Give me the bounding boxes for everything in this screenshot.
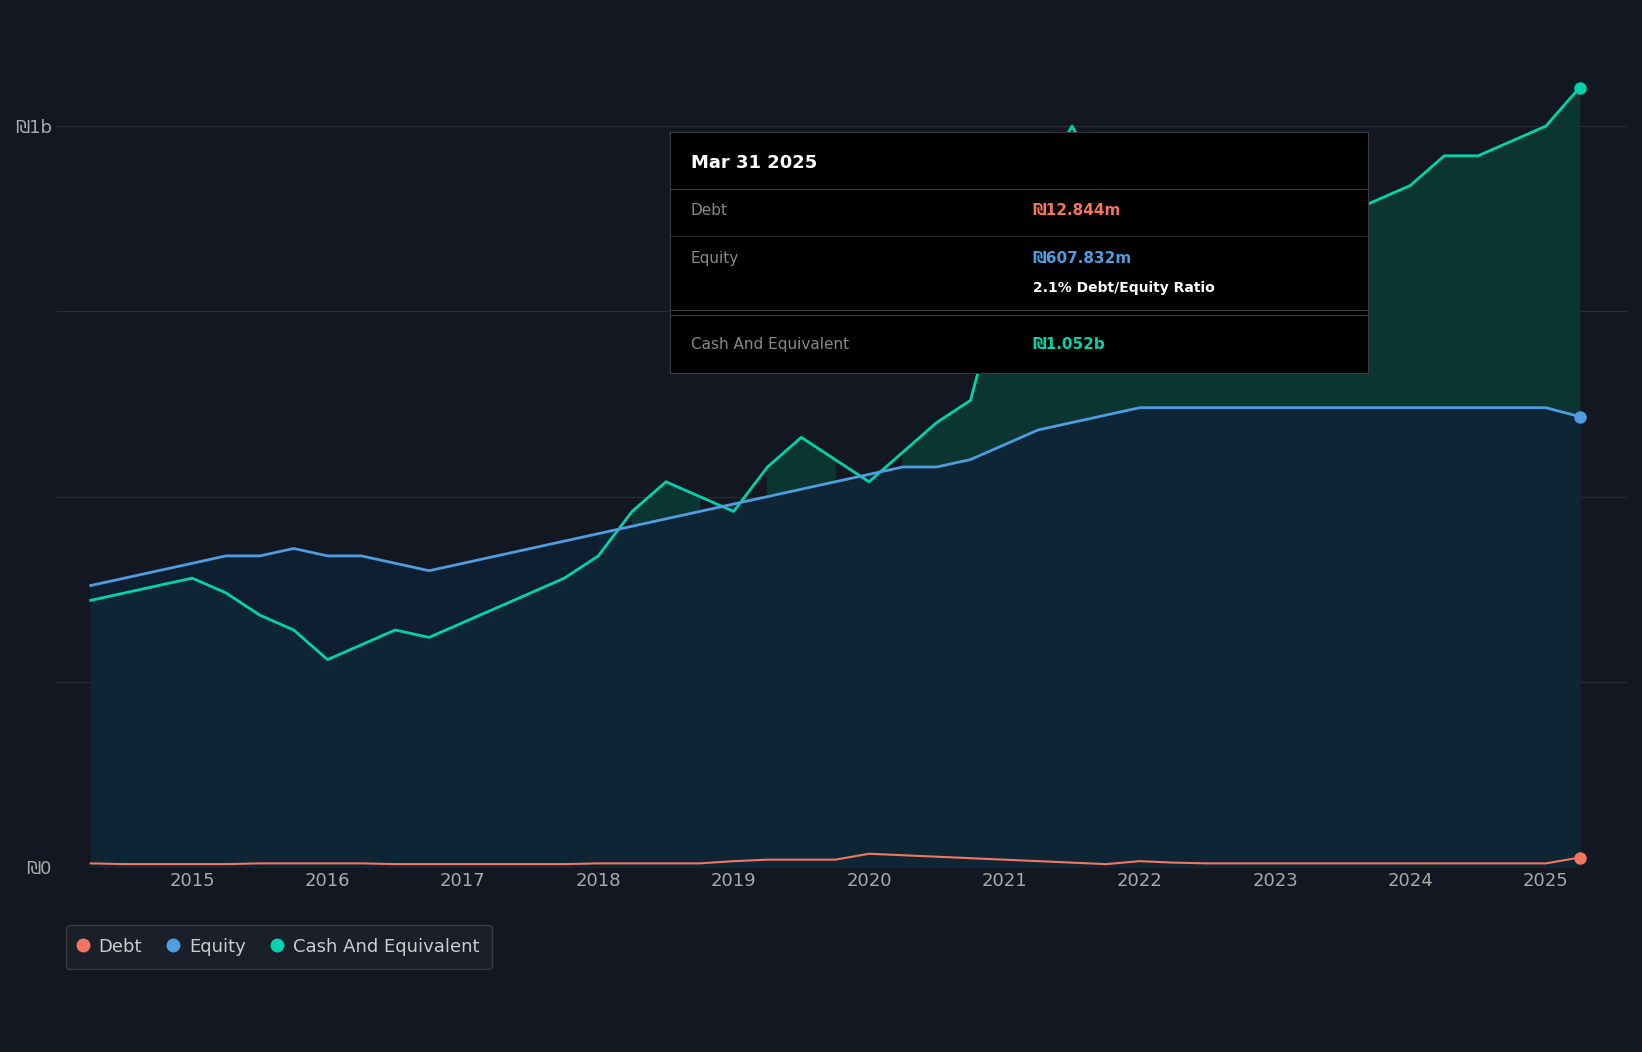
Text: ₪12.844m: ₪12.844m [1033, 203, 1121, 218]
Text: Equity: Equity [691, 251, 739, 266]
Text: 2.1% Debt/Equity Ratio: 2.1% Debt/Equity Ratio [1033, 281, 1215, 295]
Legend: Debt, Equity, Cash And Equivalent: Debt, Equity, Cash And Equivalent [66, 926, 491, 969]
Text: Debt: Debt [691, 203, 727, 218]
Text: ₪1.052b: ₪1.052b [1033, 337, 1105, 351]
Text: Cash And Equivalent: Cash And Equivalent [691, 337, 849, 351]
Text: ₪607.832m: ₪607.832m [1033, 251, 1131, 266]
Text: Mar 31 2025: Mar 31 2025 [691, 154, 818, 171]
